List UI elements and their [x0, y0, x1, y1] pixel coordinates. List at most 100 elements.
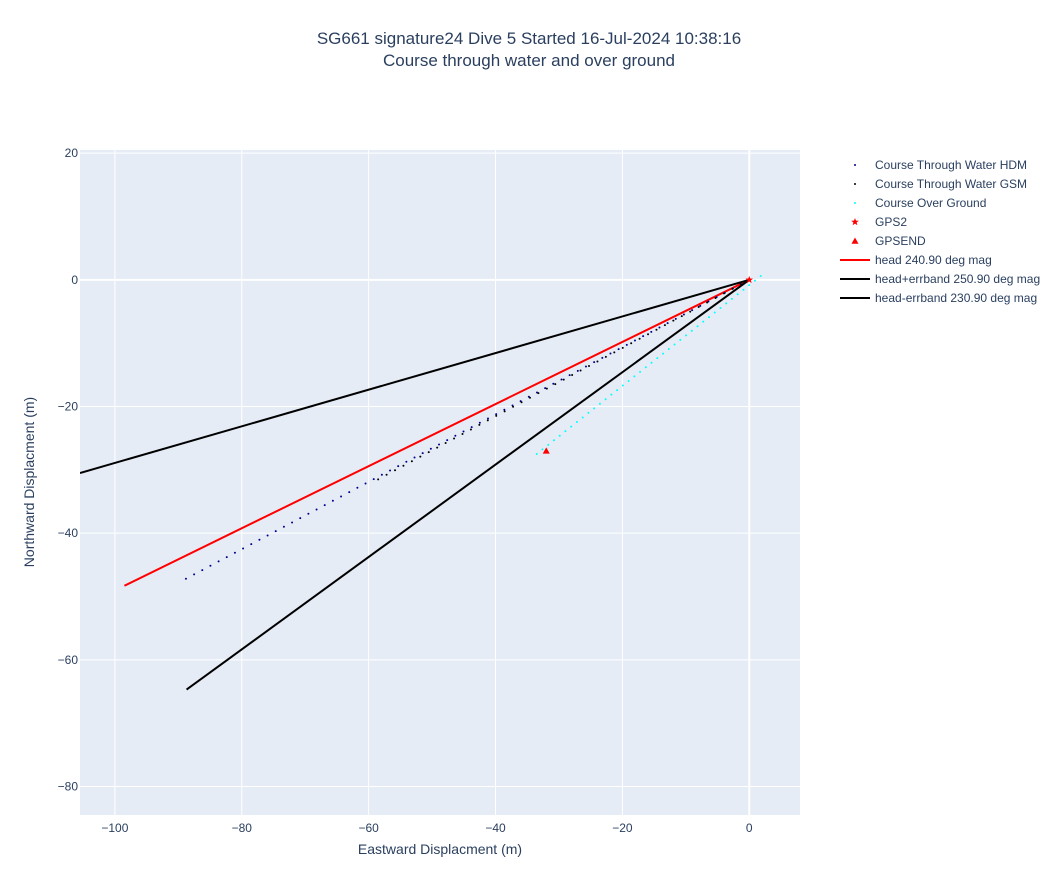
data-point-course-through-water-gsm [571, 374, 574, 377]
data-point-course-through-water-hdm [372, 478, 375, 481]
legend-item-course-through-water-hdm[interactable]: Course Through Water HDM [854, 158, 1027, 172]
legend-swatch [854, 183, 856, 185]
data-point-course-over-ground [581, 416, 584, 419]
legend-item-course-through-water-gsm[interactable]: Course Through Water GSM [854, 177, 1027, 191]
data-point-course-through-water-gsm [647, 333, 650, 336]
data-point-course-through-water-hdm [642, 335, 645, 338]
legend-label: GPS2 [875, 215, 907, 229]
legend-item-gpsend[interactable]: GPSEND [851, 234, 927, 248]
data-point-course-over-ground [742, 288, 745, 291]
legend-item-course-over-ground[interactable]: Course Over Ground [854, 196, 986, 210]
data-point-course-through-water-gsm [410, 460, 413, 463]
data-point-course-through-water-gsm [469, 428, 472, 431]
data-point-course-through-water-hdm [454, 434, 457, 437]
data-point-course-through-water-gsm [739, 283, 742, 286]
data-point-course-through-water-gsm [672, 319, 675, 322]
data-point-course-through-water-gsm [512, 405, 515, 408]
data-point-course-over-ground [593, 407, 596, 410]
data-point-course-through-water-hdm [666, 322, 669, 325]
chart-title: SG661 signature24 Dive 5 Started 16-Jul-… [316, 29, 742, 48]
data-point-course-over-ground [748, 284, 751, 287]
data-point-course-over-ground [644, 366, 647, 369]
data-point-course-through-water-gsm [520, 401, 523, 404]
x-axis-ticks: −100 −80 −60 −40 −20 0 [101, 821, 753, 835]
legend-item-gps2[interactable]: GPS2 [851, 215, 907, 229]
x-tick-label: −100 [101, 821, 128, 835]
y-tick-label: −80 [58, 780, 79, 794]
data-point-course-through-water-hdm [389, 469, 392, 472]
data-point-course-through-water-gsm [596, 360, 599, 363]
legend-label: head-errband 230.90 deg mag [875, 291, 1037, 305]
y-tick-label: −60 [58, 653, 79, 667]
data-point-course-over-ground [702, 320, 705, 323]
data-point-course-through-water-hdm [380, 473, 383, 476]
data-point-course-through-water-hdm [544, 387, 547, 390]
data-point-course-through-water-gsm [478, 423, 481, 426]
y-tick-label: 20 [65, 146, 79, 160]
legend-item-head-errband-230-90-deg-mag[interactable]: head-errband 230.90 deg mag [840, 291, 1037, 305]
x-tick-label: −40 [485, 821, 506, 835]
chart-title-block: SG661 signature24 Dive 5 Started 16-Jul-… [0, 28, 1058, 72]
data-point-course-through-water-hdm [340, 495, 343, 498]
data-point-course-over-ground [564, 430, 567, 433]
data-point-course-through-water-hdm [601, 356, 604, 359]
data-point-course-through-water-gsm [680, 315, 683, 318]
data-point-course-through-water-gsm [579, 369, 582, 372]
data-point-course-through-water-hdm [282, 525, 285, 528]
data-point-course-through-water-hdm [421, 452, 424, 455]
data-point-course-through-water-gsm [495, 414, 498, 417]
y-axis-title: Northward Displacment (m) [21, 397, 37, 567]
series-line-head-errband-250-90-deg-mag [80, 278, 750, 474]
data-point-course-over-ground [725, 302, 728, 305]
data-point-course-through-water-hdm [633, 339, 636, 342]
data-point-course-through-water-gsm [545, 387, 548, 390]
legend-label: head 240.90 deg mag [875, 253, 992, 267]
data-point-course-over-ground [673, 343, 676, 346]
data-point-course-through-water-gsm [663, 324, 666, 327]
data-point-course-over-ground [575, 421, 578, 424]
data-point-course-through-water-hdm [250, 543, 253, 546]
data-point-course-through-water-gsm [689, 310, 692, 313]
data-point-course-through-water-gsm [554, 383, 557, 386]
data-point-course-through-water-gsm [706, 301, 709, 304]
data-point-course-through-water-gsm [655, 328, 658, 331]
data-point-course-over-ground [736, 293, 739, 296]
chart-subtitle: Course through water and over ground [382, 51, 675, 70]
data-point-course-through-water-hdm [560, 378, 563, 381]
data-point-course-over-ground [541, 448, 544, 451]
legend-item-head-errband-250-90-deg-mag[interactable]: head+errband 250.90 deg mag [840, 272, 1040, 286]
data-point-course-through-water-hdm [233, 551, 236, 554]
data-point-course-through-water-hdm [438, 443, 441, 446]
data-point-course-through-water-gsm [444, 442, 447, 445]
data-point-course-through-water-gsm [714, 296, 717, 299]
marker-gps2 [745, 275, 754, 284]
data-point-course-through-water-gsm [461, 432, 464, 435]
data-point-course-over-ground [696, 325, 699, 328]
data-point-course-through-water-hdm [258, 538, 261, 541]
data-point-course-over-ground [730, 297, 733, 300]
legend-item-head-240-90-deg-mag[interactable]: head 240.90 deg mag [840, 253, 992, 267]
legend-swatch [854, 164, 856, 166]
data-point-course-through-water-gsm [562, 378, 565, 381]
plot-area [80, 150, 800, 815]
data-point-course-through-water-gsm [528, 396, 531, 399]
legend-label: GPSEND [875, 234, 926, 248]
data-point-course-over-ground [552, 439, 555, 442]
data-point-course-through-water-gsm [419, 455, 422, 458]
data-point-course-over-ground [633, 375, 636, 378]
data-point-course-through-water-hdm [209, 564, 212, 567]
data-point-course-over-ground [639, 370, 642, 373]
y-tick-label: 0 [71, 273, 78, 287]
data-point-course-through-water-hdm [429, 447, 432, 450]
data-point-course-through-water-gsm [486, 419, 489, 422]
data-point-course-over-ground [598, 402, 601, 405]
legend[interactable]: Course Through Water HDM Course Through W… [840, 158, 1040, 305]
data-point-course-through-water-gsm [630, 342, 633, 345]
data-point-course-through-water-gsm [697, 306, 700, 309]
data-point-course-through-water-hdm [225, 556, 228, 559]
data-point-course-through-water-hdm [609, 352, 612, 355]
data-point-course-through-water-hdm [364, 482, 367, 485]
data-point-course-through-water-hdm [682, 313, 685, 316]
data-point-course-through-water-hdm [274, 530, 277, 533]
